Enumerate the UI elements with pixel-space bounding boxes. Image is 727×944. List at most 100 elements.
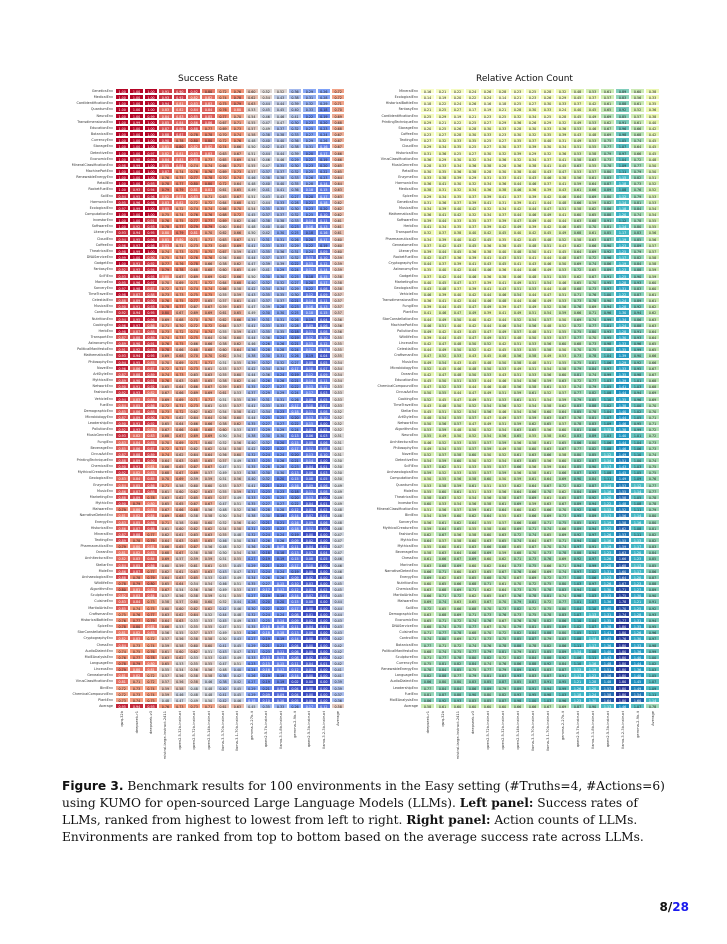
heatmap-cell: 1.00 — [115, 155, 130, 162]
heatmap-cell: 0.75 — [201, 290, 216, 298]
heatmap-cell: 0.31 — [302, 94, 317, 101]
heatmap-cell: 0.43 — [259, 192, 274, 199]
page-total-link[interactable]: 28 — [672, 900, 689, 914]
heatmap-cell: 0.25 — [302, 167, 317, 175]
column-label: qwen2.5-3b-instruct — [605, 711, 610, 748]
heatmap-cell: 0.45 — [259, 106, 274, 113]
heatmap-cell: 0.65 — [215, 241, 231, 248]
column-label: gemma-2-27b-it — [249, 711, 254, 741]
heatmap-cell: 0.72 — [215, 88, 231, 95]
row-average-cell: 0.68 — [331, 124, 346, 132]
average-cell: 1.13 — [600, 703, 615, 710]
row-average-cell: 0.59 — [331, 254, 346, 261]
heatmap-cell: 0.60 — [215, 223, 231, 230]
heatmap-cell: 0.67 — [172, 272, 187, 279]
page-number: 8/28 — [660, 900, 689, 914]
heatmap-cell: 0.11 — [316, 297, 331, 304]
heatmap-cell: 0.87 — [158, 124, 173, 132]
heatmap-cell: 0.85 — [158, 118, 173, 125]
row-average-cell: 0.71 — [331, 100, 346, 107]
row-average-cell: 0.59 — [331, 266, 346, 273]
heatmap-cell: 0.23 — [316, 174, 331, 181]
average-cell: 0.93 — [143, 703, 159, 710]
heatmap-cell: 0.77 — [158, 260, 173, 267]
heatmap-cell: 1.00 — [129, 106, 144, 113]
heatmap-cell: 0.97 — [143, 149, 159, 156]
heatmap-cell: 0.28 — [302, 180, 317, 187]
heatmap-cell: 0.22 — [302, 241, 317, 248]
heatmap-cell: 0.76 — [172, 260, 187, 267]
row-average-cell: 0.58 — [331, 278, 346, 285]
column-label: qwen2.5-32b-instruct — [177, 711, 182, 750]
heatmap-cell: 0.66 — [230, 143, 245, 150]
heatmap-cell: 0.20 — [302, 149, 317, 156]
heatmap-cell: 0.62 — [244, 94, 259, 101]
heatmap-cell: 0.85 — [201, 112, 216, 119]
row-average-cell: 0.65 — [331, 161, 346, 168]
heatmap-cell: 1.00 — [143, 100, 159, 107]
heatmap-cell: 0.39 — [287, 100, 303, 107]
heatmap-cell: 0.19 — [316, 155, 331, 162]
average-cell: 0.26 — [287, 703, 303, 710]
heatmap-cell: 0.43 — [273, 143, 288, 150]
heatmap-cell: 0.23 — [287, 223, 303, 230]
heatmap-cell: 0.53 — [244, 106, 259, 113]
heatmap-cell: 0.97 — [143, 278, 159, 285]
heatmap-cell: 0.18 — [302, 272, 317, 279]
heatmap-cell: 0.72 — [187, 198, 202, 205]
heatmap-cell: 1.00 — [143, 118, 159, 125]
heatmap-cell: 0.83 — [172, 112, 187, 119]
heatmap-cell: 0.26 — [316, 88, 331, 95]
heatmap-cell: 0.66 — [201, 260, 216, 267]
heatmap-cell: 0.74 — [187, 204, 202, 211]
heatmap-cell: 1.00 — [115, 88, 130, 95]
heatmap-cell: 0.67 — [230, 149, 245, 156]
heatmap-cell: 0.80 — [158, 229, 173, 236]
average-cell: 0.66 — [510, 703, 525, 710]
heatmap-cell: 0.44 — [273, 100, 288, 107]
heatmap-cell: 0.57 — [215, 297, 231, 304]
row-label: ComputationEnv — [84, 212, 113, 216]
heatmap-cell: 0.88 — [187, 124, 202, 132]
heatmap-cell: 0.51 — [244, 192, 259, 199]
row-label: MusicalEnv — [94, 304, 113, 309]
heatmap-cell: 0.43 — [244, 290, 259, 298]
heatmap-cell: 0.20 — [302, 235, 317, 242]
heatmap-cell: 0.95 — [115, 198, 130, 205]
heatmap-cell: 0.96 — [115, 241, 130, 248]
heatmap-cell: 0.99 — [143, 155, 159, 162]
row-label: EcologicalEnv — [89, 205, 113, 210]
heatmap-cell: 0.76 — [187, 167, 202, 175]
heatmap-cell: 0.90 — [158, 137, 173, 144]
row-average-cell: 0.59 — [331, 260, 346, 267]
column-label: llama-3.1-8b-instruct — [278, 711, 283, 749]
heatmap-cell: 1.00 — [129, 167, 144, 175]
heatmap-cell: 0.73 — [201, 241, 216, 248]
heatmap-cell: 0.74 — [158, 247, 173, 255]
heatmap-cell: 1.00 — [143, 143, 159, 150]
heatmap-cell: 0.23 — [302, 161, 317, 168]
row-label: BotanicalEnv — [90, 132, 113, 137]
heatmap-cell: 0.16 — [316, 143, 331, 150]
row-average-cell: 0.61 — [331, 217, 346, 224]
heatmap-cell: 0.92 — [115, 266, 130, 273]
heatmap-cell: 0.50 — [244, 229, 259, 236]
row-average-cell: 0.58 — [331, 272, 346, 279]
heatmap-cell: 1.00 — [115, 118, 130, 125]
column-label: qwq-32b — [440, 711, 445, 727]
heatmap-cell: 0.64 — [230, 223, 245, 230]
heatmap-cell: 1.00 — [129, 94, 144, 101]
heatmap-cell: 0.31 — [273, 235, 288, 242]
average-cell: 1.07 — [630, 703, 645, 710]
heatmap-cell: 0.63 — [244, 100, 259, 107]
heatmap-cell: 0.78 — [158, 180, 173, 187]
heatmap-cell: 1.00 — [115, 211, 130, 218]
heatmap-cell: 0.71 — [230, 118, 245, 125]
heatmap-cell: 0.74 — [201, 161, 216, 168]
average-cell: 1.46 — [615, 703, 630, 710]
row-label: NeuroEnv — [96, 113, 113, 118]
heatmap-cell: 0.52 — [259, 88, 274, 95]
heatmap-cell: 0.92 — [129, 223, 144, 230]
heatmap-cell: 0.46 — [259, 112, 274, 119]
heatmap-cell: 0.45 — [273, 106, 288, 113]
